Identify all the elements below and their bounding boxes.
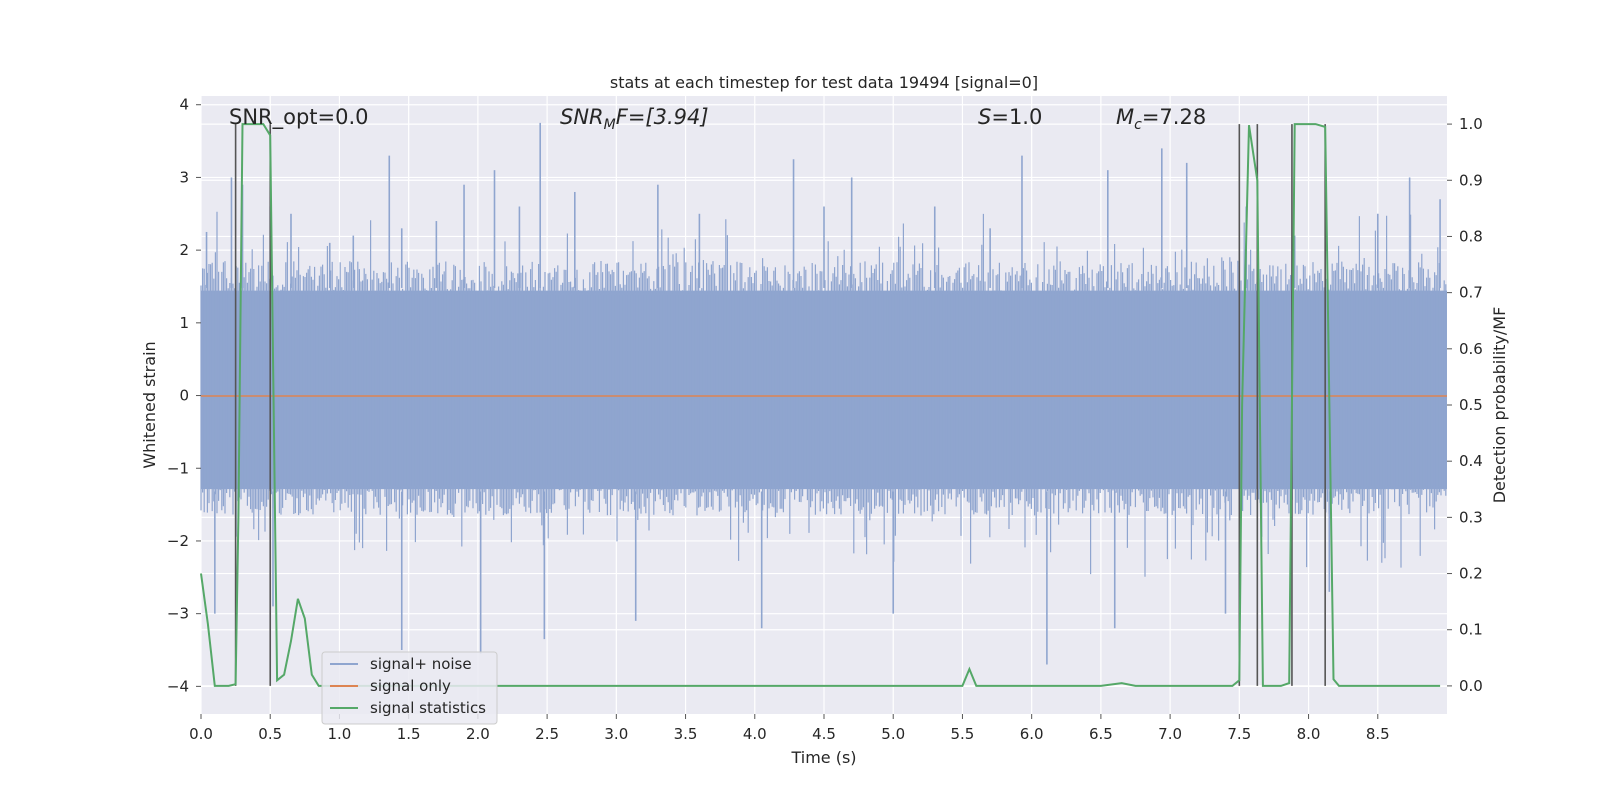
annotation-snr-mf: SNRMF=[3.94] <box>560 105 709 133</box>
y-left-tick-label: 4 <box>179 96 189 114</box>
x-tick-label: 6.0 <box>1020 725 1044 743</box>
x-tick-label: 6.5 <box>1089 725 1113 743</box>
legend: signal+ noise signal only signal statist… <box>321 651 498 725</box>
y-right-tick-label: 0.6 <box>1459 340 1483 358</box>
y-right-tick-label: 0.3 <box>1459 508 1483 526</box>
y-right-tick-label: 1.0 <box>1459 115 1483 133</box>
x-tick-label: 8.0 <box>1297 725 1321 743</box>
y-left-tick-label: 1 <box>179 314 189 332</box>
y-right-tick-label: 0.7 <box>1459 284 1483 302</box>
legend-label-statistics: signal statistics <box>370 699 486 717</box>
y-left-axis-label: Whitened strain <box>140 341 159 468</box>
y-right-axis-label: Detection probability/MF <box>1490 307 1509 504</box>
x-tick-label: 8.5 <box>1366 725 1390 743</box>
y-right-tick-label: 0.8 <box>1459 227 1483 245</box>
annotation-mc: Mc=7.28 <box>1116 105 1206 133</box>
y-left-tick-label: 2 <box>179 241 189 259</box>
x-tick-label: 1.5 <box>397 725 421 743</box>
y-right-tick-label: 0.4 <box>1459 452 1483 470</box>
x-tick-label: 3.5 <box>674 725 698 743</box>
y-left-tick-label: −2 <box>167 532 189 550</box>
y-right-tick-label: 0.2 <box>1459 565 1483 583</box>
x-tick-label: 2.0 <box>466 725 490 743</box>
x-tick-label: 2.5 <box>535 725 559 743</box>
x-axis-ticks: 0.0 0.5 1.0 1.5 2.0 2.5 3.0 3.5 4.0 4.5 5.0 5.5 6.0 6… <box>189 714 1390 743</box>
x-tick-label: 1.0 <box>328 725 352 743</box>
x-tick-label: 5.5 <box>951 725 975 743</box>
chart-title: stats at each timestep for test data 194… <box>610 73 1038 92</box>
y-left-tick-label: −4 <box>167 677 189 695</box>
y-right-tick-label: 0.9 <box>1459 171 1483 189</box>
y-left-ticks: 4 3 2 1 0 −1 −2 −3 −4 <box>167 96 201 695</box>
y-right-ticks: 1.0 0.9 0.8 0.7 0.6 0.5 0.4 0.3 0.2 0.1 0.0 <box>1447 115 1483 695</box>
annotation-s: S=1.0 <box>978 105 1042 129</box>
x-tick-label: 7.5 <box>1227 725 1251 743</box>
x-tick-label: 7.0 <box>1158 725 1182 743</box>
y-left-tick-label: −1 <box>167 459 189 477</box>
x-tick-label: 5.0 <box>881 725 905 743</box>
x-tick-label: 4.5 <box>812 725 836 743</box>
y-left-tick-label: 3 <box>179 168 189 186</box>
legend-label-signal-only: signal only <box>370 677 451 695</box>
y-left-tick-label: 0 <box>179 387 189 405</box>
x-tick-label: 3.0 <box>604 725 628 743</box>
legend-box <box>321 651 498 725</box>
x-tick-label: 0.5 <box>258 725 282 743</box>
y-right-tick-label: 0.5 <box>1459 396 1483 414</box>
y-left-tick-label: −3 <box>167 605 189 623</box>
annotation-snr-opt: SNR_opt=0.0 <box>229 105 369 130</box>
signal-statistics-series <box>200 123 1441 687</box>
x-axis-label: Time (s) <box>790 748 856 767</box>
y-right-tick-label: 0.0 <box>1459 677 1483 695</box>
x-tick-label: 4.0 <box>743 725 767 743</box>
x-tick-label: 0.0 <box>189 725 213 743</box>
signal-statistics-line <box>200 123 1441 687</box>
y-right-tick-label: 0.1 <box>1459 621 1483 639</box>
legend-label-noise: signal+ noise <box>370 655 472 673</box>
